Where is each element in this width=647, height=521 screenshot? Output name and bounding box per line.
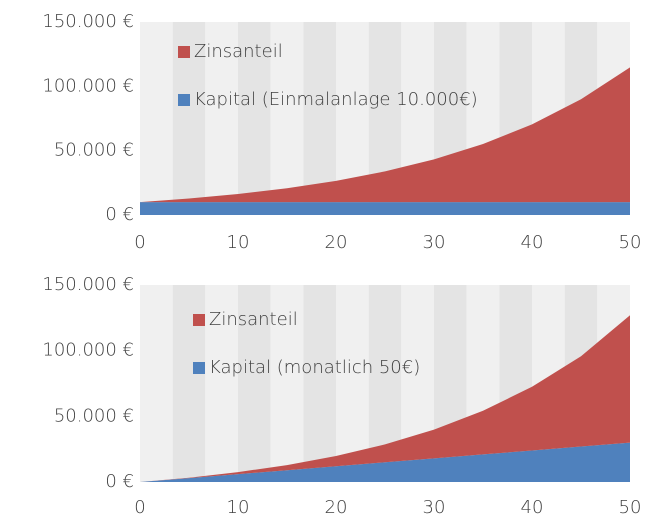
legend-label: Zinsanteil bbox=[209, 309, 298, 330]
legend-label: Kapital (Einmalanlage 10.000€) bbox=[194, 89, 478, 110]
plot-stripe bbox=[336, 285, 369, 482]
y-tick-label: 150.000 € bbox=[42, 274, 134, 295]
x-tick-label: 50 bbox=[619, 497, 642, 518]
x-tick-label: 40 bbox=[521, 232, 544, 253]
legend-label: Zinsanteil bbox=[194, 41, 283, 62]
y-tick-label: 100.000 € bbox=[42, 340, 134, 361]
plot-stripe bbox=[205, 285, 238, 482]
plot-stripe bbox=[140, 22, 173, 215]
y-tick-label: 100.000 € bbox=[42, 75, 134, 96]
plot-stripe bbox=[140, 285, 173, 482]
y-tick-label: 0 € bbox=[105, 471, 134, 492]
plot-stripe bbox=[303, 285, 336, 482]
plot-stripe bbox=[270, 285, 304, 482]
plot-stripe bbox=[270, 22, 304, 215]
area bbox=[140, 67, 630, 203]
legend-swatch bbox=[193, 362, 205, 374]
x-tick-label: 30 bbox=[423, 232, 446, 253]
area bbox=[140, 315, 630, 482]
legend-swatch bbox=[193, 314, 205, 326]
legend-swatch bbox=[178, 94, 190, 106]
x-tick-label: 20 bbox=[325, 232, 348, 253]
x-tick-label: 0 bbox=[134, 232, 145, 253]
legend-swatch bbox=[178, 46, 190, 58]
y-tick-label: 50.000 € bbox=[54, 405, 134, 426]
x-tick-label: 10 bbox=[227, 232, 250, 253]
y-tick-label: 50.000 € bbox=[54, 140, 134, 161]
plot-stripe bbox=[205, 22, 238, 215]
x-tick-label: 30 bbox=[423, 497, 446, 518]
x-tick-label: 50 bbox=[619, 232, 642, 253]
y-tick-label: 150.000 € bbox=[42, 11, 134, 32]
x-tick-label: 0 bbox=[134, 497, 145, 518]
plot-stripe bbox=[238, 22, 271, 215]
area bbox=[140, 202, 630, 215]
x-tick-label: 20 bbox=[325, 497, 348, 518]
plot-stripe bbox=[238, 285, 271, 482]
y-tick-label: 0 € bbox=[105, 204, 134, 225]
x-tick-label: 10 bbox=[227, 497, 250, 518]
x-tick-label: 40 bbox=[521, 497, 544, 518]
legend-label: Kapital (monatlich 50€) bbox=[209, 357, 420, 378]
